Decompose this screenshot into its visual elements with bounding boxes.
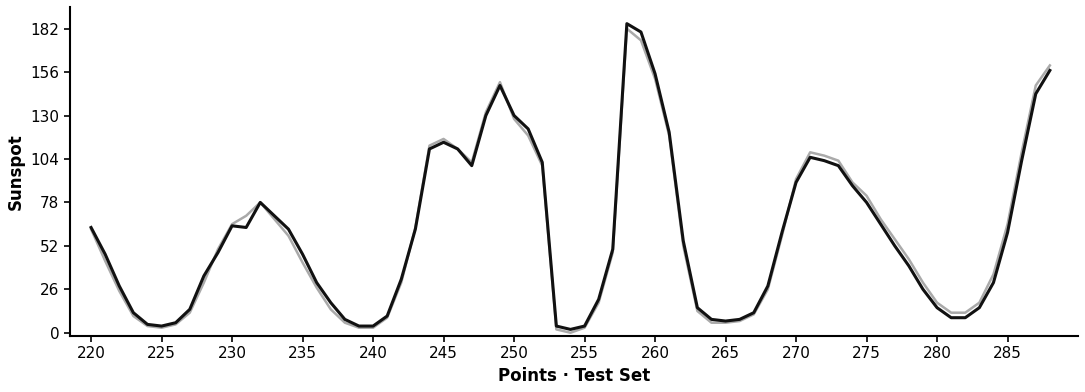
Y-axis label: Sunspot: Sunspot: [7, 133, 25, 210]
X-axis label: Points · Test Set: Points · Test Set: [498, 367, 650, 385]
